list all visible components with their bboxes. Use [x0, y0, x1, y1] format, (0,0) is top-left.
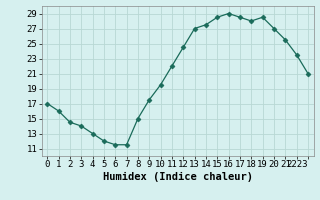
X-axis label: Humidex (Indice chaleur): Humidex (Indice chaleur) [103, 172, 252, 182]
